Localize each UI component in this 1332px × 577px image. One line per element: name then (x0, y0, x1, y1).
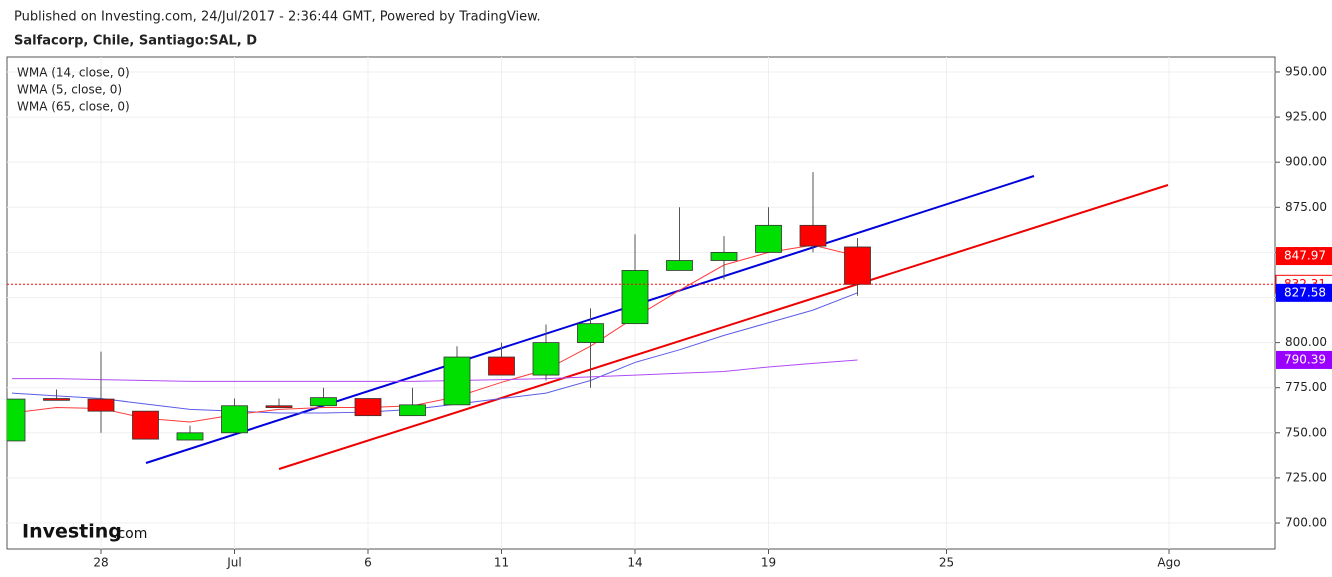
y-tick-label: 950.00 (1285, 64, 1327, 78)
candle-body (710, 251, 738, 261)
y-tick-label: 775.00 (1285, 380, 1327, 394)
x-tick-label: Jul (226, 556, 241, 570)
chart-title: Salfacorp, Chile, Santiago:SAL, D (14, 34, 257, 49)
candle-body (844, 246, 871, 285)
value-label-box (1276, 283, 1332, 302)
x-tick-label: 14 (627, 556, 642, 570)
candle-body (265, 405, 293, 408)
legend-entry: WMA (5, close, 0) (17, 83, 122, 97)
value-label: 847.97 (1284, 249, 1326, 263)
x-tick-label: 28 (93, 556, 108, 570)
legend-entry: WMA (65, close, 0) (17, 100, 130, 114)
x-tick-label: 19 (761, 556, 776, 570)
y-tick-label: 725.00 (1285, 470, 1327, 484)
candle-body (532, 342, 560, 376)
logo-suffix: .com (113, 526, 147, 542)
candle-body (87, 398, 115, 412)
x-tick-label: 25 (939, 556, 954, 570)
y-tick-label: 925.00 (1285, 110, 1327, 124)
y-tick-label: 800.00 (1285, 335, 1327, 349)
header: Published on Investing.com, 24/Jul/2017 … (14, 10, 541, 25)
x-tick-label: 6 (364, 556, 372, 570)
candle-body (488, 356, 515, 376)
value-label-box (1276, 247, 1332, 266)
y-tick-label: 875.00 (1285, 200, 1327, 214)
wma-line (12, 359, 858, 382)
x-tick-label: 11 (494, 556, 509, 570)
value-label-box (1276, 350, 1332, 369)
y-tick-label: 900.00 (1285, 155, 1327, 169)
trend-line (278, 184, 1169, 470)
legend-entry: WMA (14, close, 0) (17, 66, 130, 80)
candle-body (399, 404, 426, 417)
y-tick-label: 750.00 (1285, 425, 1327, 439)
candle-body (221, 405, 248, 434)
candle-body (577, 323, 604, 344)
candle-body (354, 398, 382, 417)
marks (7, 172, 1169, 470)
logo-brand: Investing (22, 521, 122, 543)
y-tick-label: 700.00 (1285, 516, 1327, 530)
candle-body (43, 398, 70, 401)
candle-body (310, 397, 337, 407)
candle-body (755, 224, 782, 253)
candle-body (799, 224, 827, 247)
candle-body (621, 270, 649, 325)
candle-body (666, 260, 693, 271)
candle-body (443, 356, 471, 406)
candle-body (176, 432, 204, 441)
value-label: 827.58 (1284, 285, 1326, 299)
x-tick-label: Ago (1157, 556, 1180, 570)
grid (7, 57, 1275, 549)
candle-body (7, 398, 26, 442)
logo: Investing .com (22, 521, 147, 543)
value-label: 790.39 (1284, 352, 1326, 366)
wma-line (11, 292, 858, 414)
candle-body (132, 410, 159, 440)
